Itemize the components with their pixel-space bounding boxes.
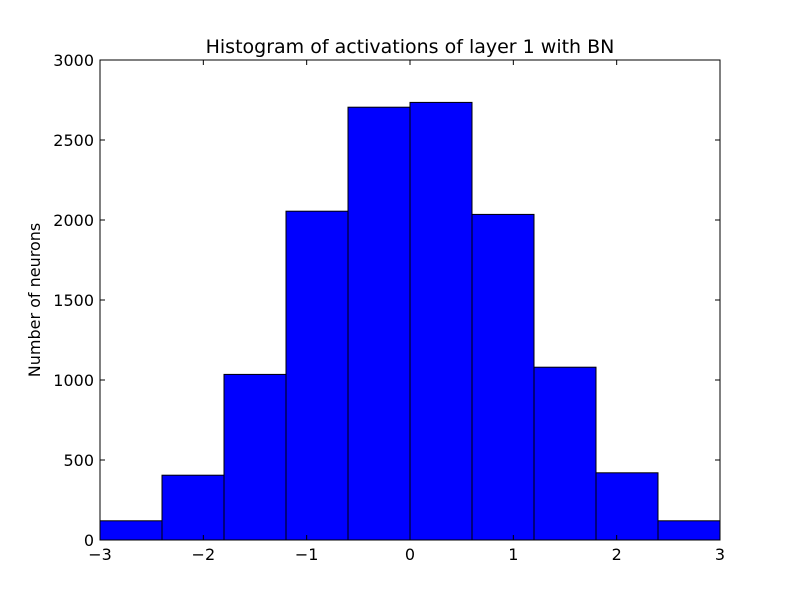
x-tick-label: −3 <box>88 545 112 564</box>
y-tick-label: 2500 <box>53 131 94 150</box>
histogram-bar <box>99 520 163 541</box>
histogram-bar <box>285 210 349 541</box>
x-tick-labels: −3 −2 −1 0 1 2 3 <box>88 545 725 564</box>
histogram-bar <box>657 520 721 541</box>
histogram-bar <box>409 101 473 541</box>
y-tick-labels: 0 500 1000 1500 2000 2500 3000 <box>53 51 94 550</box>
y-tick-label: 1500 <box>53 291 94 310</box>
histogram-bar <box>471 213 535 541</box>
x-tick-label: 1 <box>508 545 518 564</box>
x-tick-label: 2 <box>612 545 622 564</box>
y-tick-label: 0 <box>84 531 94 550</box>
histogram-bar <box>595 472 659 541</box>
x-tick-label: 0 <box>405 545 415 564</box>
histogram-bar <box>161 474 225 541</box>
histogram-bar <box>533 366 597 541</box>
x-tick-label: −1 <box>295 545 319 564</box>
histogram-bar <box>347 106 411 541</box>
chart-title: Histogram of activations of layer 1 with… <box>206 36 615 58</box>
y-tick-label: 500 <box>63 451 94 470</box>
y-tick-label: 1000 <box>53 371 94 390</box>
bars-group <box>99 101 721 541</box>
y-axis-label: Number of neurons <box>25 223 44 377</box>
histogram-bar <box>223 373 287 541</box>
x-tick-label: 3 <box>715 545 725 564</box>
x-tick-label: −2 <box>192 545 216 564</box>
y-tick-label: 2000 <box>53 211 94 230</box>
y-tick-label: 3000 <box>53 51 94 70</box>
plot-frame <box>99 59 721 541</box>
